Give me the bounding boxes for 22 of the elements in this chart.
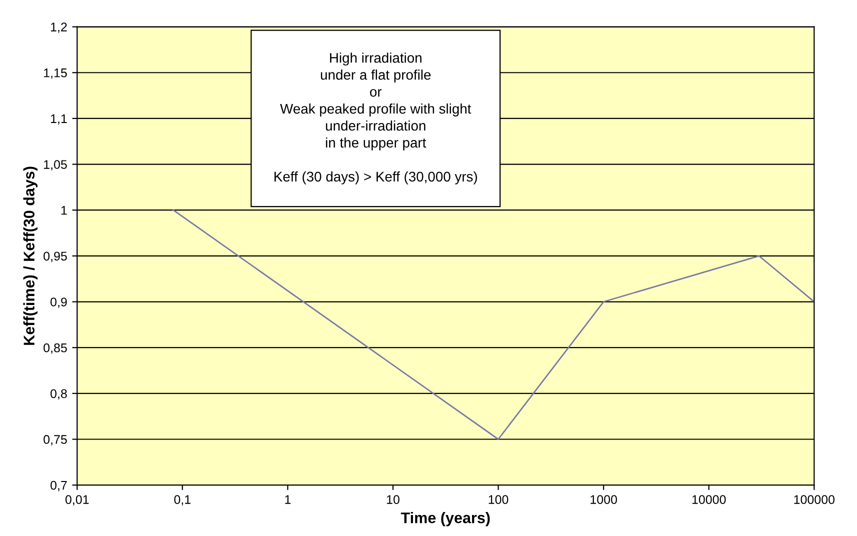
y-tick-label: 1,2 [50,22,67,33]
y-tick-label: 0,7 [50,480,67,492]
y-tick-label: 0,95 [44,252,67,262]
y-axis-title: Keff(time) / Keff(30 days) [23,166,38,345]
text: High irradiation under a flat profile or Weak peaked profile with slight under-irradiation in the upper part Keff (30 days) > Keff (30,000 yrs) [274,52,477,184]
y-tick-label: 1,1 [50,114,67,125]
y-tick-label: 1,05 [44,160,67,170]
x-axis-title: Time (years) [400,512,490,526]
y-tick-label: 0,75 [44,435,67,446]
y-tick-label: 1,15 [44,68,67,79]
x-tick-label: 0,01 [65,495,89,506]
x-tick-label: 1 [285,495,291,504]
x-tick-label: 100000 [794,495,835,504]
y-tick-label: 0,8 [50,389,67,400]
y-tick-label: 0,85 [44,343,67,354]
x-tick-label: 10 [387,495,400,504]
y-tick-label: 0,9 [50,298,67,308]
x-tick-label: 0,1 [174,495,190,506]
x-tick-label: 10000 [692,495,726,504]
y-tick-label: 1 [61,206,67,215]
x-tick-label: 100 [488,495,508,504]
x-tick-label: 1000 [590,495,617,504]
